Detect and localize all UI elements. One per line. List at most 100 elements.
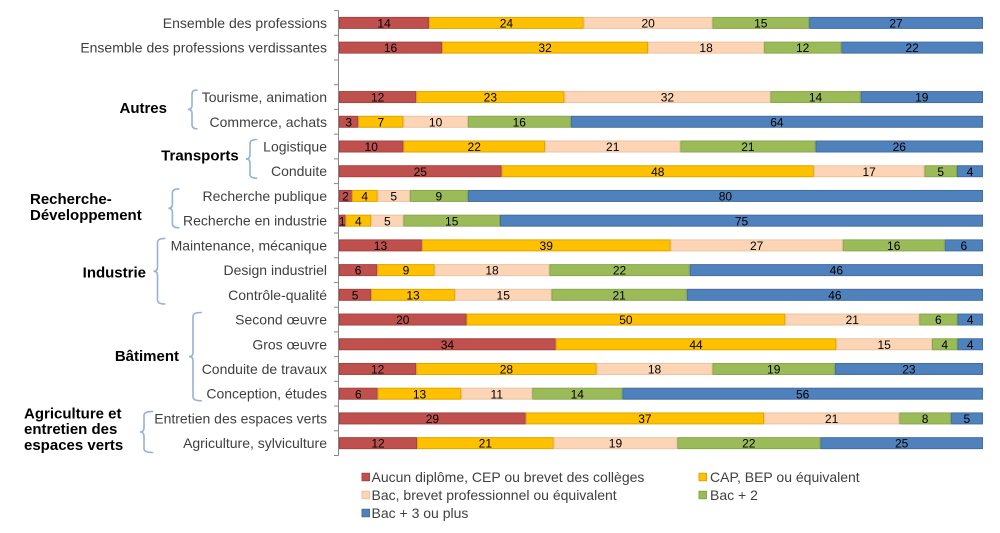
svg-text:44: 44 [689,338,703,352]
svg-text:6: 6 [355,264,362,278]
svg-text:20: 20 [396,313,410,327]
svg-text:Ensemble des professions verdi: Ensemble des professions verdissantes [80,40,327,56]
svg-text:Commerce, achats: Commerce, achats [210,114,327,130]
svg-text:5: 5 [964,412,971,426]
svg-text:9: 9 [435,190,442,204]
svg-text:22: 22 [468,140,482,154]
svg-text:6: 6 [355,387,362,401]
svg-text:4: 4 [967,165,974,179]
svg-text:Autres: Autres [119,100,167,117]
svg-text:4: 4 [967,313,974,327]
svg-text:Tourisme, animation: Tourisme, animation [202,89,327,105]
svg-text:Conduite de travaux: Conduite de travaux [202,361,327,377]
svg-text:Conception, études: Conception, études [206,386,327,402]
svg-text:Aucun diplôme, CEP ou brevet d: Aucun diplôme, CEP ou brevet des collège… [372,469,645,485]
svg-text:15: 15 [497,288,511,302]
svg-text:Contrôle-qualité: Contrôle-qualité [228,287,327,303]
svg-text:9: 9 [403,264,410,278]
svg-text:7: 7 [378,115,385,129]
svg-text:5: 5 [390,190,397,204]
svg-text:27: 27 [889,17,903,31]
svg-text:10: 10 [429,115,443,129]
svg-text:Logistique: Logistique [263,139,327,155]
svg-text:Second œuvre: Second œuvre [235,312,327,328]
svg-text:Ensemble des professions: Ensemble des professions [163,15,327,31]
svg-text:4: 4 [355,214,362,228]
svg-text:Recherche publique: Recherche publique [202,188,327,204]
svg-text:Recherche-: Recherche- [30,191,112,208]
svg-text:Bac + 2: Bac + 2 [710,487,758,503]
svg-text:28: 28 [500,363,514,377]
svg-text:Agriculture, sylviculture: Agriculture, sylviculture [183,435,327,451]
svg-text:21: 21 [606,140,620,154]
svg-text:26: 26 [893,140,907,154]
svg-text:32: 32 [538,41,552,55]
svg-text:4: 4 [941,338,948,352]
svg-text:37: 37 [638,412,652,426]
svg-text:29: 29 [426,412,440,426]
svg-text:5: 5 [937,165,944,179]
svg-text:Design industriel: Design industriel [224,262,328,278]
svg-text:Entretien des espaces verts: Entretien des espaces verts [154,410,327,426]
svg-text:Développement: Développement [30,207,142,224]
svg-text:27: 27 [750,239,764,253]
svg-text:22: 22 [905,41,919,55]
svg-text:espaces verts: espaces verts [24,437,123,454]
svg-text:20: 20 [641,17,655,31]
svg-text:Bac, brevet professionnel ou é: Bac, brevet professionnel ou équivalent [372,487,617,503]
svg-text:21: 21 [479,437,493,451]
svg-text:21: 21 [612,288,626,302]
svg-text:4: 4 [967,338,974,352]
svg-text:Recherche en industrie: Recherche en industrie [183,213,327,229]
svg-text:13: 13 [406,288,420,302]
svg-text:16: 16 [887,239,901,253]
svg-text:Gros œuvre: Gros œuvre [252,336,327,352]
svg-text:34: 34 [441,338,455,352]
svg-text:50: 50 [619,313,633,327]
svg-text:14: 14 [377,17,391,31]
svg-text:5: 5 [384,214,391,228]
svg-text:1: 1 [339,214,346,228]
svg-text:4: 4 [361,190,368,204]
svg-text:6: 6 [935,313,942,327]
svg-text:10: 10 [365,140,379,154]
svg-text:21: 21 [825,412,839,426]
svg-text:19: 19 [767,363,781,377]
svg-text:3: 3 [345,115,352,129]
svg-text:46: 46 [828,288,842,302]
svg-text:Conduite: Conduite [271,163,327,179]
svg-text:12: 12 [371,437,385,451]
svg-text:19: 19 [609,437,623,451]
svg-text:17: 17 [862,165,876,179]
svg-text:16: 16 [513,115,527,129]
svg-text:75: 75 [735,214,749,228]
svg-text:25: 25 [895,437,909,451]
svg-text:23: 23 [902,363,916,377]
svg-text:56: 56 [796,387,810,401]
svg-text:15: 15 [877,338,891,352]
svg-text:11: 11 [491,387,504,401]
svg-text:14: 14 [571,387,585,401]
svg-text:23: 23 [484,91,498,105]
svg-text:21: 21 [846,313,860,327]
svg-text:25: 25 [414,165,428,179]
svg-text:22: 22 [742,437,756,451]
svg-text:2: 2 [342,190,349,204]
svg-text:Industrie: Industrie [83,265,146,282]
svg-text:Agriculture et: Agriculture et [24,405,122,422]
svg-text:12: 12 [796,41,810,55]
svg-text:24: 24 [500,17,514,31]
svg-text:15: 15 [754,17,768,31]
svg-text:Transports: Transports [161,148,239,165]
svg-text:Bâtiment: Bâtiment [115,348,179,365]
svg-text:21: 21 [741,140,755,154]
svg-text:18: 18 [485,264,499,278]
svg-text:64: 64 [770,115,784,129]
svg-text:Maintenance, mécanique: Maintenance, mécanique [171,237,328,253]
svg-text:13: 13 [413,387,427,401]
svg-text:CAP, BEP ou équivalent: CAP, BEP ou équivalent [710,469,860,485]
svg-text:13: 13 [374,239,388,253]
svg-text:48: 48 [651,165,665,179]
svg-text:entretien des: entretien des [24,421,117,438]
svg-text:32: 32 [661,91,675,105]
